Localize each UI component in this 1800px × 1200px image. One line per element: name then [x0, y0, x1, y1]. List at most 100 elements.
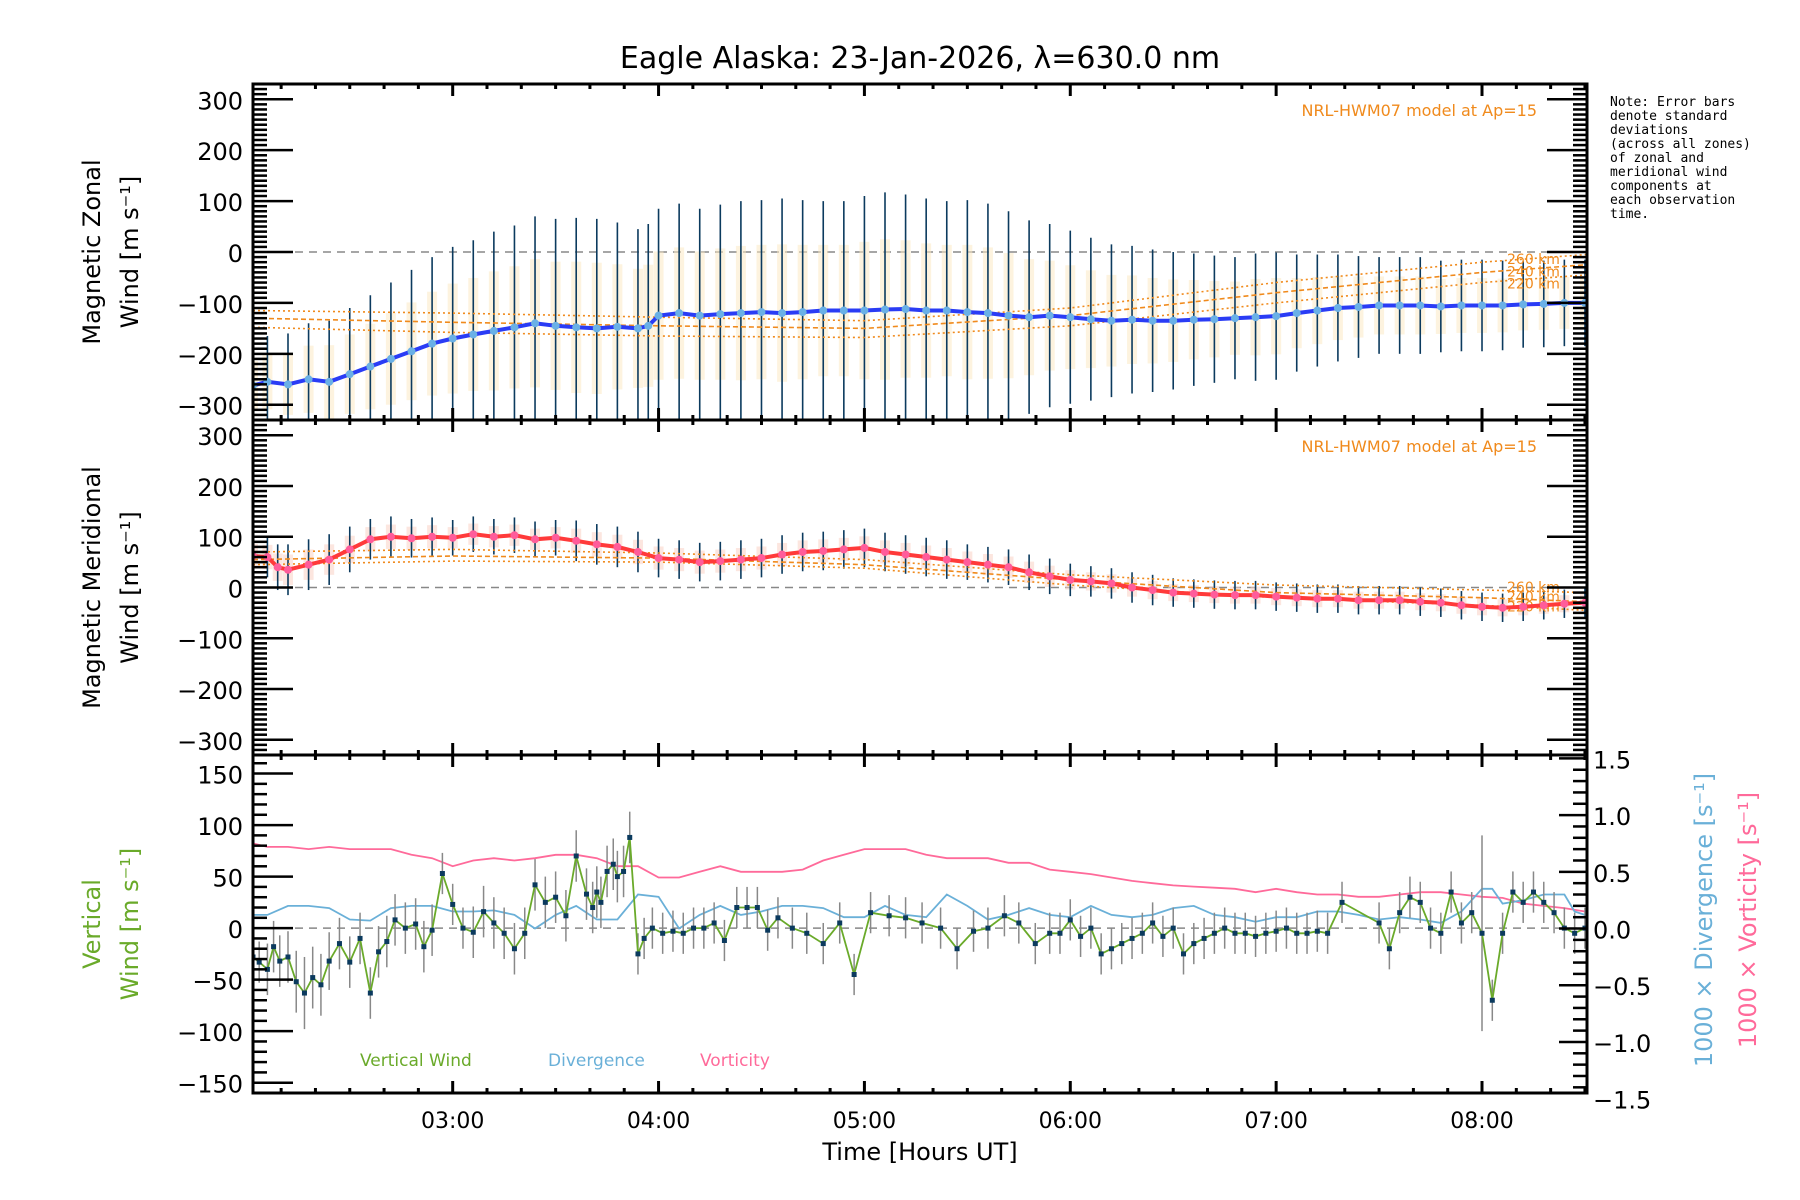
data-point [1045, 311, 1054, 320]
data-point [1539, 601, 1548, 610]
y-tick-label: −100 [177, 626, 243, 654]
x-axis-label: Time [Hours UT] [821, 1138, 1017, 1166]
data-point [392, 917, 398, 923]
data-point [868, 910, 874, 916]
data-point [531, 535, 540, 544]
data-point [901, 305, 910, 314]
data-point [1170, 925, 1176, 931]
data-point [1189, 589, 1198, 598]
data-point [1428, 925, 1434, 931]
data-point [402, 925, 408, 931]
data-point [304, 560, 313, 569]
data-point [277, 958, 283, 964]
data-point [1160, 933, 1166, 939]
data-point [1189, 315, 1198, 324]
data-point [347, 959, 353, 965]
data-point [1539, 299, 1548, 308]
data-point [621, 868, 627, 874]
vertical-wind-line [253, 837, 1586, 1001]
y-tick-label: 0 [228, 916, 243, 944]
model-label: NRL-HWM07 model at Ap=15 [1301, 437, 1537, 456]
data-point [1119, 941, 1125, 947]
data-point [1436, 302, 1445, 311]
data-point [1169, 588, 1178, 597]
data-point [1067, 917, 1073, 923]
data-point [1232, 930, 1238, 936]
data-point [1416, 301, 1425, 310]
data-point [325, 377, 334, 386]
data-point [983, 309, 992, 318]
plot-area-vertical [253, 811, 1587, 1032]
right-tick-label: 0.0 [1593, 917, 1631, 945]
x-tick-label: 04:00 [627, 1109, 690, 1134]
data-point [531, 319, 540, 328]
x-tick-label: 03:00 [421, 1109, 484, 1134]
y-tick-label: −100 [177, 1019, 243, 1047]
x-tick-label: 07:00 [1244, 1109, 1307, 1134]
right-tick-label: −1.5 [1593, 1087, 1651, 1115]
model-altitude-label: 220 km [1507, 277, 1560, 293]
data-point [1478, 301, 1487, 310]
plot-frame [251, 753, 1589, 1095]
data-point [716, 310, 725, 319]
data-point [413, 921, 419, 927]
data-point [1407, 894, 1413, 900]
data-point [553, 894, 559, 900]
data-point [754, 905, 760, 911]
data-point [1520, 899, 1526, 905]
data-point [660, 930, 666, 936]
data-point [367, 990, 373, 996]
data-point [881, 305, 890, 314]
data-point [695, 311, 704, 320]
data-point [1438, 930, 1444, 936]
y-tick-label: 0 [228, 240, 243, 268]
data-point [1314, 928, 1320, 934]
y-tick-label: −300 [177, 393, 243, 421]
right-tick-label: −1.0 [1593, 1030, 1651, 1058]
data-point [860, 306, 869, 315]
y-axis-label-line1: Magnetic Meridional [78, 466, 106, 709]
data-point [1294, 930, 1300, 936]
right-tick-label: −0.5 [1593, 973, 1651, 1001]
y2-axis-label-vorticity: 1000 × Vorticity [s⁻¹] [1734, 792, 1762, 1048]
data-point [1313, 594, 1322, 603]
data-point [757, 308, 766, 317]
data-point [744, 905, 750, 911]
data-point [1479, 930, 1485, 936]
data-point [1292, 309, 1301, 318]
data-point [1489, 997, 1495, 1003]
data-point [1304, 930, 1310, 936]
data-point [460, 925, 466, 931]
data-point [938, 925, 944, 931]
data-point [1230, 314, 1239, 323]
data-point [336, 941, 342, 947]
y-axis-label-line2: Wind [m s⁻¹] [116, 848, 144, 1000]
data-point [716, 557, 725, 566]
data-point [635, 951, 641, 957]
data-point [1375, 301, 1384, 310]
data-point [1025, 313, 1034, 322]
data-point [963, 308, 972, 317]
data-point [675, 309, 684, 318]
data-point [1498, 603, 1507, 612]
data-point [775, 915, 781, 921]
data-point [1457, 601, 1466, 610]
data-point [1272, 592, 1281, 601]
right-tick-label: 1.5 [1593, 746, 1631, 774]
data-point [1436, 598, 1445, 607]
data-point [1107, 579, 1116, 588]
data-point [1066, 313, 1075, 322]
data-point [489, 326, 498, 335]
data-point [501, 930, 507, 936]
data-point [734, 905, 740, 911]
data-point [886, 913, 892, 919]
data-point [1519, 300, 1528, 309]
data-point [1201, 935, 1207, 941]
data-point [283, 380, 292, 389]
data-point [1253, 933, 1259, 939]
y-axis-label-line2: Wind [m s⁻¹] [116, 511, 144, 663]
data-point [654, 311, 663, 320]
data-point [551, 533, 560, 542]
